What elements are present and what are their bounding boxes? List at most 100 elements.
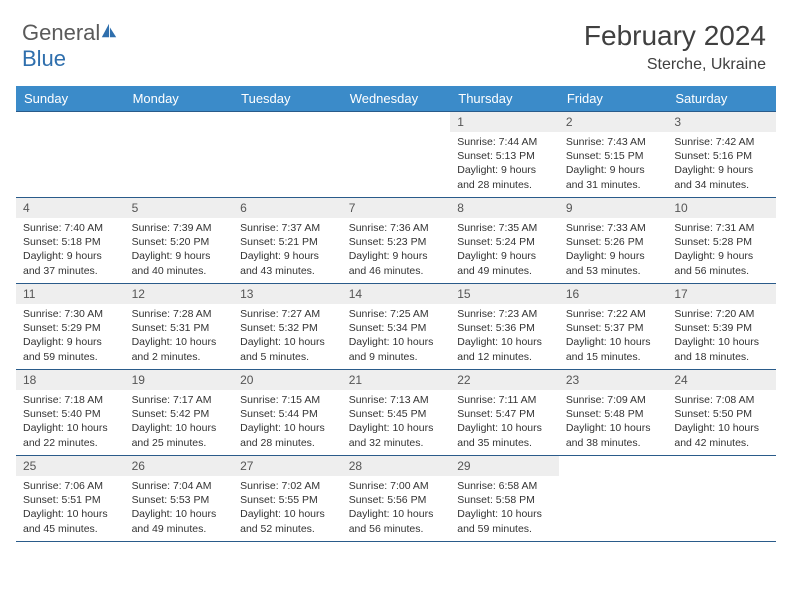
day-number: 7 (342, 198, 451, 218)
day-number: 28 (342, 456, 451, 476)
calendar-cell: 13Sunrise: 7:27 AMSunset: 5:32 PMDayligh… (233, 284, 342, 370)
day-sun-data: Sunrise: 7:27 AMSunset: 5:32 PMDaylight:… (233, 304, 342, 369)
day-header-row: SundayMondayTuesdayWednesdayThursdayFrid… (16, 86, 776, 112)
calendar-week-row: 25Sunrise: 7:06 AMSunset: 5:51 PMDayligh… (16, 456, 776, 542)
day-number: 1 (450, 112, 559, 132)
day-number: 4 (16, 198, 125, 218)
calendar-cell: 2Sunrise: 7:43 AMSunset: 5:15 PMDaylight… (559, 112, 668, 198)
day-sun-data: Sunrise: 7:02 AMSunset: 5:55 PMDaylight:… (233, 476, 342, 541)
day-number: 11 (16, 284, 125, 304)
day-sun-data: Sunrise: 7:04 AMSunset: 5:53 PMDaylight:… (125, 476, 234, 541)
calendar-week-row: 4Sunrise: 7:40 AMSunset: 5:18 PMDaylight… (16, 198, 776, 284)
month-year-title: February 2024 (584, 20, 766, 52)
calendar-head: SundayMondayTuesdayWednesdayThursdayFrid… (16, 86, 776, 112)
day-sun-data: Sunrise: 7:06 AMSunset: 5:51 PMDaylight:… (16, 476, 125, 541)
calendar-cell: 10Sunrise: 7:31 AMSunset: 5:28 PMDayligh… (667, 198, 776, 284)
calendar-cell: 18Sunrise: 7:18 AMSunset: 5:40 PMDayligh… (16, 370, 125, 456)
day-number: 12 (125, 284, 234, 304)
day-sun-data: Sunrise: 7:13 AMSunset: 5:45 PMDaylight:… (342, 390, 451, 455)
logo-text: General Blue (22, 20, 118, 72)
day-number: 18 (16, 370, 125, 390)
calendar-body: 1Sunrise: 7:44 AMSunset: 5:13 PMDaylight… (16, 112, 776, 542)
calendar-cell: 25Sunrise: 7:06 AMSunset: 5:51 PMDayligh… (16, 456, 125, 542)
day-sun-data: Sunrise: 7:42 AMSunset: 5:16 PMDaylight:… (667, 132, 776, 197)
day-number: 27 (233, 456, 342, 476)
calendar-cell: 22Sunrise: 7:11 AMSunset: 5:47 PMDayligh… (450, 370, 559, 456)
day-number: 6 (233, 198, 342, 218)
logo-word-1: General (22, 20, 100, 45)
day-number: 16 (559, 284, 668, 304)
day-sun-data: Sunrise: 7:17 AMSunset: 5:42 PMDaylight:… (125, 390, 234, 455)
day-sun-data: Sunrise: 7:09 AMSunset: 5:48 PMDaylight:… (559, 390, 668, 455)
calendar-cell: 19Sunrise: 7:17 AMSunset: 5:42 PMDayligh… (125, 370, 234, 456)
day-header: Saturday (667, 86, 776, 112)
calendar-cell: 1Sunrise: 7:44 AMSunset: 5:13 PMDaylight… (450, 112, 559, 198)
page-header: General Blue February 2024 Sterche, Ukra… (16, 20, 776, 74)
day-number: 24 (667, 370, 776, 390)
calendar-cell: 7Sunrise: 7:36 AMSunset: 5:23 PMDaylight… (342, 198, 451, 284)
calendar-cell: 8Sunrise: 7:35 AMSunset: 5:24 PMDaylight… (450, 198, 559, 284)
day-number: 26 (125, 456, 234, 476)
day-header: Monday (125, 86, 234, 112)
day-sun-data: Sunrise: 7:18 AMSunset: 5:40 PMDaylight:… (16, 390, 125, 455)
day-number: 23 (559, 370, 668, 390)
day-sun-data: Sunrise: 7:31 AMSunset: 5:28 PMDaylight:… (667, 218, 776, 283)
calendar-cell: 20Sunrise: 7:15 AMSunset: 5:44 PMDayligh… (233, 370, 342, 456)
day-sun-data: Sunrise: 7:20 AMSunset: 5:39 PMDaylight:… (667, 304, 776, 369)
day-number: 5 (125, 198, 234, 218)
day-number: 13 (233, 284, 342, 304)
calendar-cell: 27Sunrise: 7:02 AMSunset: 5:55 PMDayligh… (233, 456, 342, 542)
day-number: 29 (450, 456, 559, 476)
day-number: 17 (667, 284, 776, 304)
day-sun-data: Sunrise: 6:58 AMSunset: 5:58 PMDaylight:… (450, 476, 559, 541)
title-block: February 2024 Sterche, Ukraine (584, 20, 776, 74)
day-sun-data: Sunrise: 7:08 AMSunset: 5:50 PMDaylight:… (667, 390, 776, 455)
day-sun-data: Sunrise: 7:11 AMSunset: 5:47 PMDaylight:… (450, 390, 559, 455)
day-sun-data: Sunrise: 7:37 AMSunset: 5:21 PMDaylight:… (233, 218, 342, 283)
day-sun-data: Sunrise: 7:25 AMSunset: 5:34 PMDaylight:… (342, 304, 451, 369)
day-sun-data: Sunrise: 7:39 AMSunset: 5:20 PMDaylight:… (125, 218, 234, 283)
calendar-cell: 29Sunrise: 6:58 AMSunset: 5:58 PMDayligh… (450, 456, 559, 542)
calendar-cell: 23Sunrise: 7:09 AMSunset: 5:48 PMDayligh… (559, 370, 668, 456)
calendar-cell: 3Sunrise: 7:42 AMSunset: 5:16 PMDaylight… (667, 112, 776, 198)
day-number: 9 (559, 198, 668, 218)
calendar-cell: 5Sunrise: 7:39 AMSunset: 5:20 PMDaylight… (125, 198, 234, 284)
calendar-cell (559, 456, 668, 542)
day-number: 21 (342, 370, 451, 390)
calendar-week-row: 18Sunrise: 7:18 AMSunset: 5:40 PMDayligh… (16, 370, 776, 456)
day-number: 15 (450, 284, 559, 304)
calendar-cell: 21Sunrise: 7:13 AMSunset: 5:45 PMDayligh… (342, 370, 451, 456)
logo-sail-icon (100, 22, 118, 40)
day-sun-data: Sunrise: 7:40 AMSunset: 5:18 PMDaylight:… (16, 218, 125, 283)
calendar-cell: 24Sunrise: 7:08 AMSunset: 5:50 PMDayligh… (667, 370, 776, 456)
calendar-cell: 4Sunrise: 7:40 AMSunset: 5:18 PMDaylight… (16, 198, 125, 284)
calendar-cell (233, 112, 342, 198)
calendar-cell: 16Sunrise: 7:22 AMSunset: 5:37 PMDayligh… (559, 284, 668, 370)
calendar-cell: 14Sunrise: 7:25 AMSunset: 5:34 PMDayligh… (342, 284, 451, 370)
calendar-cell (125, 112, 234, 198)
day-header: Sunday (16, 86, 125, 112)
day-number: 3 (667, 112, 776, 132)
calendar-table: SundayMondayTuesdayWednesdayThursdayFrid… (16, 86, 776, 542)
calendar-week-row: 11Sunrise: 7:30 AMSunset: 5:29 PMDayligh… (16, 284, 776, 370)
day-sun-data: Sunrise: 7:36 AMSunset: 5:23 PMDaylight:… (342, 218, 451, 283)
day-sun-data: Sunrise: 7:43 AMSunset: 5:15 PMDaylight:… (559, 132, 668, 197)
day-sun-data: Sunrise: 7:00 AMSunset: 5:56 PMDaylight:… (342, 476, 451, 541)
day-number: 22 (450, 370, 559, 390)
day-number: 8 (450, 198, 559, 218)
calendar-week-row: 1Sunrise: 7:44 AMSunset: 5:13 PMDaylight… (16, 112, 776, 198)
calendar-cell: 11Sunrise: 7:30 AMSunset: 5:29 PMDayligh… (16, 284, 125, 370)
location-label: Sterche, Ukraine (584, 56, 766, 74)
day-sun-data: Sunrise: 7:30 AMSunset: 5:29 PMDaylight:… (16, 304, 125, 369)
logo: General Blue (16, 20, 118, 72)
day-number: 25 (16, 456, 125, 476)
calendar-cell: 15Sunrise: 7:23 AMSunset: 5:36 PMDayligh… (450, 284, 559, 370)
day-number: 20 (233, 370, 342, 390)
day-sun-data: Sunrise: 7:28 AMSunset: 5:31 PMDaylight:… (125, 304, 234, 369)
day-number: 14 (342, 284, 451, 304)
day-header: Thursday (450, 86, 559, 112)
calendar-cell: 12Sunrise: 7:28 AMSunset: 5:31 PMDayligh… (125, 284, 234, 370)
day-sun-data: Sunrise: 7:33 AMSunset: 5:26 PMDaylight:… (559, 218, 668, 283)
day-number: 2 (559, 112, 668, 132)
calendar-cell: 9Sunrise: 7:33 AMSunset: 5:26 PMDaylight… (559, 198, 668, 284)
